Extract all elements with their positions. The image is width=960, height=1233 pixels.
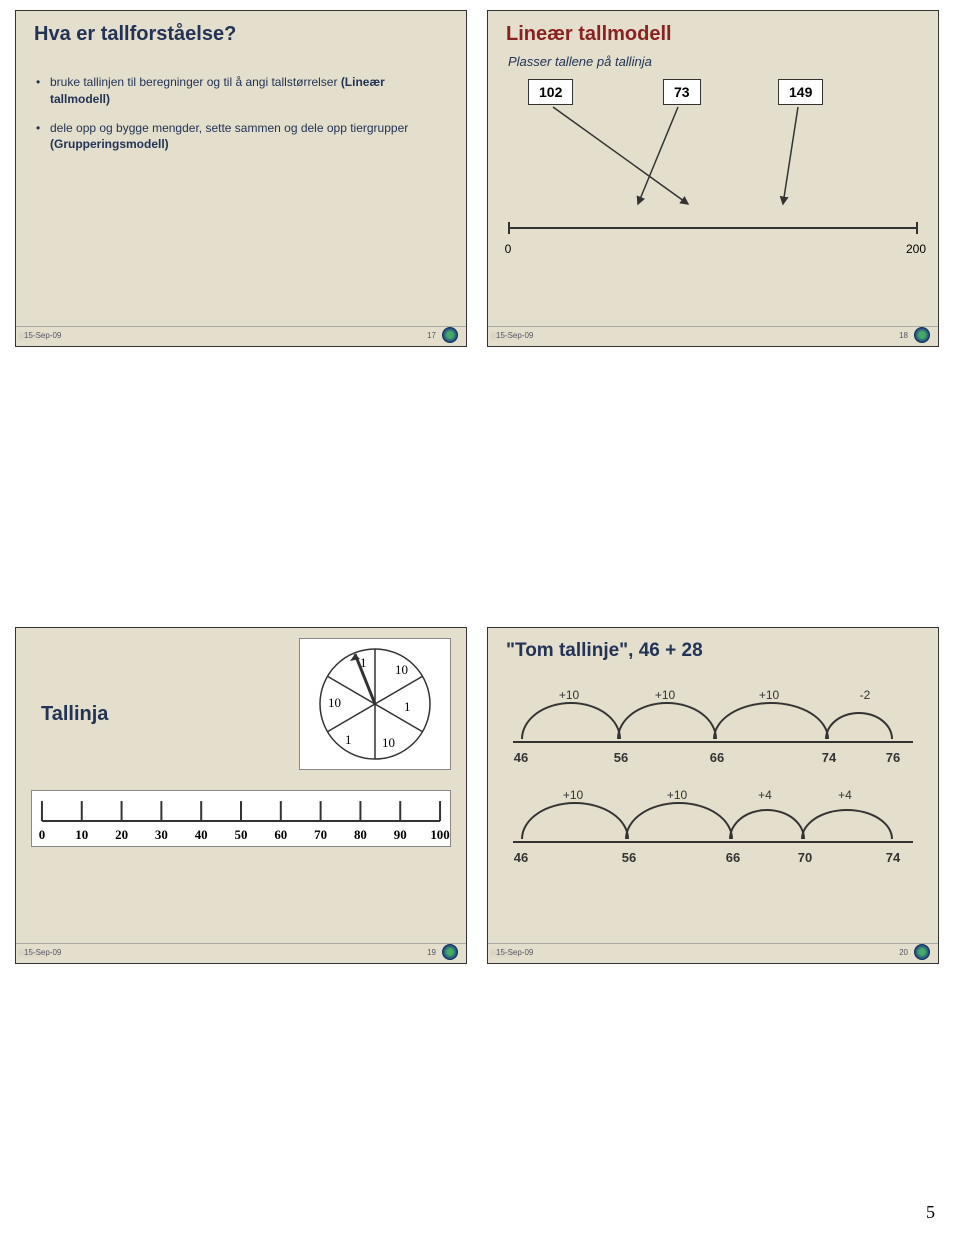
nautilus-icon <box>18 946 58 960</box>
slide-row-1: Hva er tallforståelse? bruke tallinjen t… <box>0 0 960 357</box>
svg-text:90: 90 <box>394 827 407 842</box>
ruler-numberline: 0 10 20 30 40 50 60 70 80 90 100 <box>31 790 451 847</box>
logo-icon <box>442 944 458 960</box>
arc <box>617 702 717 739</box>
nautilus-icon <box>490 946 530 960</box>
svg-text:80: 80 <box>354 827 367 842</box>
svg-text:100: 100 <box>430 827 449 842</box>
svg-text:70: 70 <box>314 827 327 842</box>
svg-text:1: 1 <box>360 655 367 670</box>
arc <box>825 712 893 739</box>
slide-row-2: Tallinja 1 10 1 10 1 <box>0 617 960 974</box>
footer-num: 19 <box>427 948 436 957</box>
nautilus-icon <box>18 329 58 343</box>
arc <box>729 809 805 839</box>
slide-20: "Tom tallinje", 46 + 28 +10 +10 +10 -2 4… <box>487 627 939 964</box>
svg-text:10: 10 <box>395 662 408 677</box>
svg-text:10: 10 <box>75 827 88 842</box>
slide-title: "Tom tallinje", 46 + 28 <box>488 628 938 670</box>
num-box-73: 73 <box>663 79 701 105</box>
bullet-2: dele opp og bygge mengder, sette sammen … <box>36 120 446 154</box>
jump-line-2: +10 +10 +4 +4 46 56 66 70 74 <box>513 780 913 865</box>
footer-num: 17 <box>427 331 436 340</box>
slide-18: Lineær tallmodell Plasser tallene på tal… <box>487 10 939 347</box>
num-box-102: 102 <box>528 79 573 105</box>
arc <box>521 802 629 839</box>
logo-icon <box>914 327 930 343</box>
svg-text:30: 30 <box>155 827 168 842</box>
spinner-svg: 1 10 1 10 1 10 <box>300 639 450 769</box>
num-box-149: 149 <box>778 79 823 105</box>
arc <box>521 702 621 739</box>
slide-19: Tallinja 1 10 1 10 1 <box>15 627 467 964</box>
slide-title: Lineær tallmodell <box>488 11 938 54</box>
spinner-diagram: 1 10 1 10 1 10 <box>299 638 451 770</box>
svg-text:10: 10 <box>382 735 395 750</box>
slide-title: Tallinja <box>31 683 289 726</box>
bullet-1: bruke tallinjen til beregninger og til å… <box>36 74 446 108</box>
slide-footer: 15-Sep-09 18 <box>488 326 938 343</box>
arc <box>625 802 733 839</box>
arc <box>713 702 829 739</box>
page: Hva er tallforståelse? bruke tallinjen t… <box>0 0 960 1233</box>
logo-icon <box>914 944 930 960</box>
slide-body: bruke tallinjen til beregninger og til å… <box>16 74 466 153</box>
jump-line-1: +10 +10 +10 -2 46 56 66 74 76 <box>513 680 913 765</box>
svg-text:10: 10 <box>328 695 341 710</box>
slide-title: Hva er tallforståelse? <box>16 11 466 54</box>
svg-text:50: 50 <box>235 827 248 842</box>
slide-footer: 15-Sep-09 17 <box>16 326 466 343</box>
numberline-diagram: 102 73 149 0 <box>488 79 938 249</box>
svg-text:1: 1 <box>404 699 411 714</box>
slide-footer: 15-Sep-09 20 <box>488 943 938 960</box>
page-number: 5 <box>926 1202 935 1223</box>
slide-footer: 15-Sep-09 19 <box>16 943 466 960</box>
arc <box>801 809 893 839</box>
logo-icon <box>442 327 458 343</box>
ruler-svg: 0 10 20 30 40 50 60 70 80 90 100 <box>32 791 450 846</box>
svg-text:1: 1 <box>345 732 352 747</box>
svg-text:0: 0 <box>39 827 45 842</box>
subtitle: Plasser tallene på tallinja <box>488 54 938 79</box>
nautilus-icon <box>490 329 530 343</box>
tallinja-content: Tallinja 1 10 1 10 1 <box>16 628 466 780</box>
slide-17: Hva er tallforståelse? bruke tallinjen t… <box>15 10 467 347</box>
footer-num: 18 <box>899 331 908 340</box>
footer-num: 20 <box>899 948 908 957</box>
svg-text:60: 60 <box>274 827 287 842</box>
svg-text:20: 20 <box>115 827 128 842</box>
tom-tallinje-content: +10 +10 +10 -2 46 56 66 74 76 <box>488 670 938 890</box>
svg-text:40: 40 <box>195 827 208 842</box>
numberline: 0 200 <box>508 227 918 229</box>
